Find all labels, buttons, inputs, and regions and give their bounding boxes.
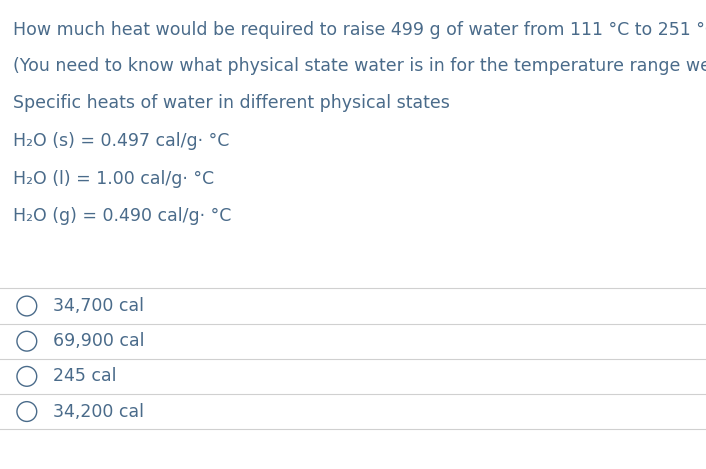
- Text: H₂O (l) = 1.00 cal/g· °C: H₂O (l) = 1.00 cal/g· °C: [13, 170, 214, 188]
- Text: (You need to know what physical state water is in for the temperature range we’r: (You need to know what physical state wa…: [13, 57, 706, 75]
- Text: H₂O (g) = 0.490 cal/g· °C: H₂O (g) = 0.490 cal/g· °C: [13, 207, 231, 225]
- Text: 34,200 cal: 34,200 cal: [53, 402, 144, 421]
- Text: 245 cal: 245 cal: [53, 367, 116, 386]
- Text: 34,700 cal: 34,700 cal: [53, 297, 144, 315]
- Text: Specific heats of water in different physical states: Specific heats of water in different phy…: [13, 94, 450, 112]
- Text: H₂O (s) = 0.497 cal/g· °C: H₂O (s) = 0.497 cal/g· °C: [13, 132, 229, 150]
- Text: How much heat would be required to raise 499 g of water from 111 °C to 251 °C?: How much heat would be required to raise…: [13, 21, 706, 39]
- Text: 69,900 cal: 69,900 cal: [53, 332, 145, 350]
